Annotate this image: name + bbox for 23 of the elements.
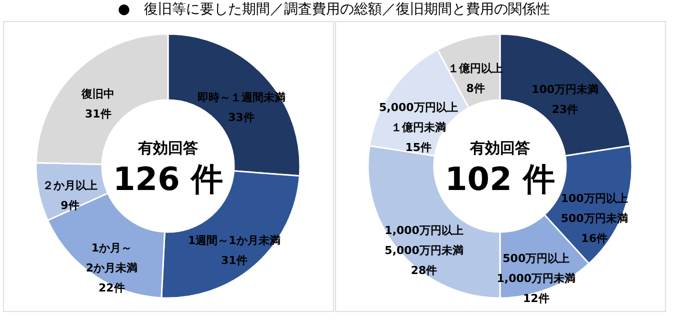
- slice-label: 1か月～ 2か月未満: [86, 242, 138, 275]
- data-label: 9件: [60, 198, 80, 212]
- data-label: 28件: [410, 264, 438, 278]
- slice-label: 500万円以上 1,000万円未満: [496, 252, 576, 286]
- data-label: 31件: [221, 254, 248, 267]
- text: 有効回答: [469, 139, 530, 157]
- data-label: 8件: [466, 82, 485, 96]
- data-label: 22件: [98, 282, 125, 295]
- text: ● 復旧等に要した期間／調査費用の総額／復旧期間と費用の関係性: [118, 2, 550, 18]
- slice-label: 5,000万円以上１億円未満: [378, 101, 458, 134]
- data-label: 31件: [85, 107, 112, 120]
- text: 有効回答: [137, 139, 198, 157]
- slice-label: 復旧中: [80, 87, 115, 100]
- data-label: 23件: [552, 103, 578, 116]
- data-label: 15件: [405, 141, 432, 154]
- data-label: 12件: [522, 292, 550, 306]
- text: 126 件: [113, 160, 223, 198]
- text: 102 件: [445, 160, 555, 198]
- slice-label: ２か月以上: [42, 178, 98, 192]
- slice-label: 1,000万円以上 5,000万円未満: [384, 224, 464, 258]
- data-label: 16件: [581, 232, 608, 246]
- data-label: 33件: [228, 110, 254, 124]
- slice-label: 100万円未満: [532, 83, 599, 96]
